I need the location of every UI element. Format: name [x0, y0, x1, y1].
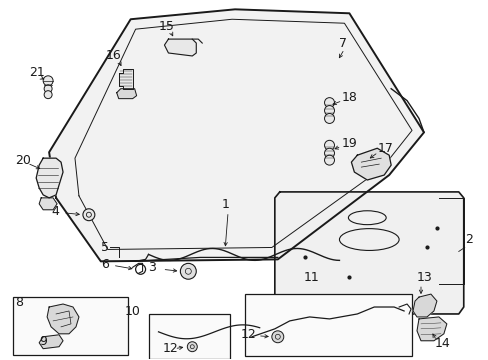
Circle shape	[324, 155, 334, 165]
Circle shape	[83, 209, 95, 221]
Circle shape	[324, 140, 334, 150]
Text: 2: 2	[464, 233, 471, 246]
Polygon shape	[351, 148, 390, 180]
Text: 8: 8	[15, 296, 23, 309]
Circle shape	[324, 105, 334, 116]
Polygon shape	[119, 69, 132, 89]
Text: 10: 10	[124, 306, 141, 319]
Polygon shape	[164, 39, 196, 56]
Polygon shape	[412, 294, 436, 317]
Circle shape	[324, 98, 334, 108]
Text: 13: 13	[416, 271, 432, 284]
Text: 21: 21	[29, 66, 45, 79]
Polygon shape	[416, 317, 446, 341]
Circle shape	[44, 91, 52, 99]
Text: 5: 5	[101, 241, 109, 254]
Polygon shape	[39, 198, 57, 210]
Text: 20: 20	[15, 154, 31, 167]
Text: 16: 16	[105, 49, 122, 63]
Circle shape	[324, 148, 334, 158]
Polygon shape	[274, 192, 463, 314]
Text: 7: 7	[339, 37, 347, 50]
Circle shape	[187, 342, 197, 352]
Text: 19: 19	[341, 137, 356, 150]
Polygon shape	[117, 89, 136, 99]
Text: 15: 15	[158, 20, 174, 33]
Text: 6: 6	[101, 258, 108, 271]
Circle shape	[43, 76, 53, 86]
Text: 17: 17	[376, 142, 392, 155]
Text: 12: 12	[240, 328, 255, 341]
Polygon shape	[47, 304, 79, 334]
Text: 4: 4	[51, 205, 59, 218]
Circle shape	[44, 85, 52, 93]
Bar	[244, 294, 411, 356]
Circle shape	[271, 331, 283, 343]
Circle shape	[324, 113, 334, 123]
Circle shape	[180, 264, 196, 279]
Text: 11: 11	[303, 271, 319, 284]
Polygon shape	[36, 158, 63, 198]
Text: 9: 9	[39, 335, 47, 348]
Text: 12: 12	[162, 342, 178, 355]
Text: 14: 14	[434, 337, 450, 350]
Text: 18: 18	[341, 91, 357, 104]
Text: 1: 1	[222, 198, 229, 211]
Bar	[13, 297, 127, 355]
Bar	[148, 314, 230, 359]
Polygon shape	[49, 9, 423, 261]
Polygon shape	[39, 335, 63, 349]
Text: 3: 3	[148, 261, 156, 274]
